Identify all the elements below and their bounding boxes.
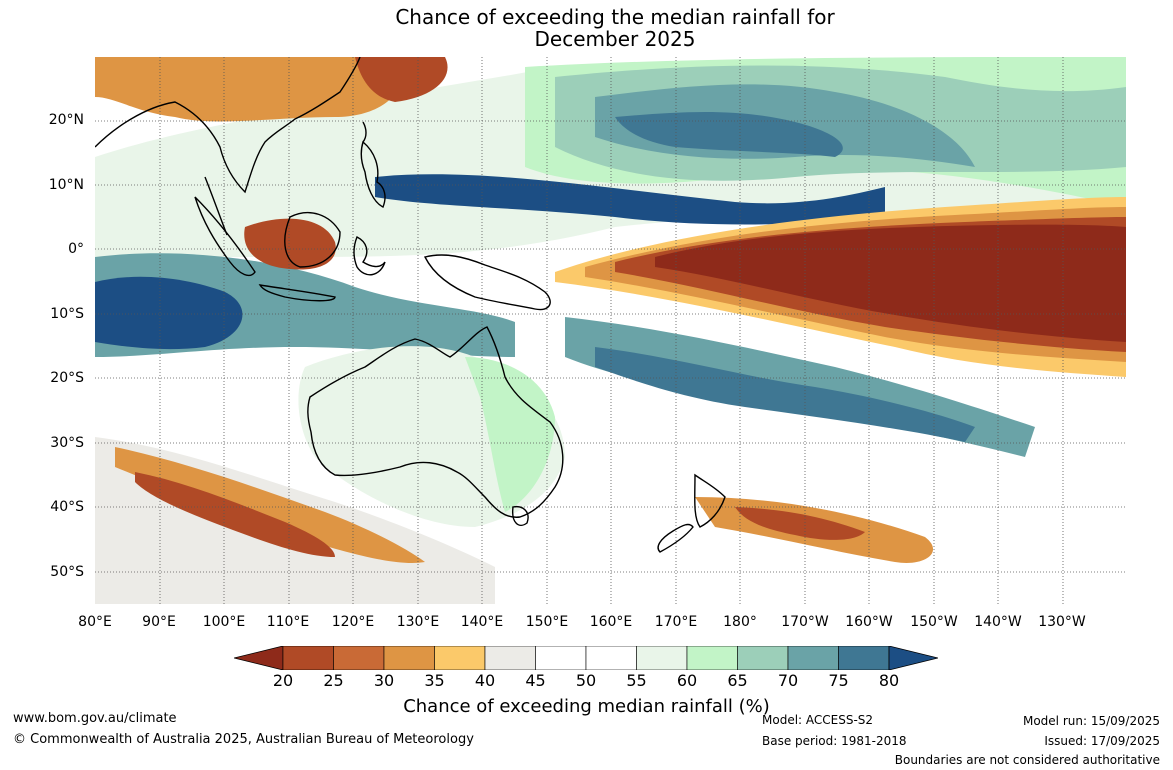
colorbar-segment-55-60 [636,646,688,670]
lon-label-160w: 160°W [845,614,893,630]
colorbar-segment-20-25 [282,646,334,670]
map-title-line-1: Chance of exceeding the median rainfall … [395,5,835,29]
colorbar-segment-50-55 [585,646,637,670]
colorbar-segment-25-30 [333,646,385,670]
colorbar-title: Chance of exceeding median rainfall (%) [403,696,770,717]
colorbar-segment-45-50 [535,646,587,670]
rainfall-probability-map [95,57,1126,604]
lat-label-20n: 20°N [48,112,84,128]
field-75pct-spcz [595,347,975,442]
lat-label-40s: 40°S [50,499,84,515]
lon-label-80e: 80°E [78,614,112,630]
sumatra-coast [194,196,256,277]
colorbar-segment-30-35 [383,646,435,670]
base-period: Base period: 1981-2018 [762,734,907,748]
field-35pct-south [115,447,425,563]
lon-label-130e: 130°E [396,614,440,630]
boundaries-disclaimer: Boundaries are not considered authoritat… [894,753,1160,767]
colorbar-tick-65: 65 [727,671,748,690]
lon-label-100e: 100°E [202,614,246,630]
tasmania-coast [512,505,529,526]
colorbar-tick-25: 25 [323,671,344,690]
colorbar-tick-40: 40 [474,671,496,690]
colorbar-segment-35-40 [434,646,486,670]
lon-label-180: 180° [723,614,757,630]
new-zealand-north-coast [694,473,726,528]
field-80pct-west [95,276,243,350]
lon-label-140w: 140°W [974,614,1022,630]
colorbar-segment-40-45 [484,646,536,670]
lat-label-10n: 10°N [48,177,84,193]
model-name: Model: ACCESS-S2 [762,713,874,727]
lon-label-170w: 170°W [781,614,829,630]
field-30pct-tasman [735,507,865,540]
australia-coast [307,326,564,518]
colorbar-tick-30: 30 [373,671,395,690]
colorbar-segment-below-20 [234,646,284,670]
colorbar [234,646,938,670]
java-coast [258,284,336,302]
lat-label-0: 0° [68,241,84,257]
issued-date: Issued: 17/09/2025 [1044,734,1160,748]
field-25pct-nw [355,57,448,102]
colorbar-segment-60-65 [686,646,738,670]
lon-label-170e: 170°E [654,614,698,630]
map-canvas [95,57,1126,604]
philippines-coast [360,140,386,208]
colorbar-tick-70: 70 [777,671,799,690]
copyright-text: © Commonwealth of Australia 2025, Austra… [13,732,474,747]
lat-label-30s: 30°S [50,435,84,451]
colorbar-tick-55: 55 [626,671,647,690]
lon-label-90e: 90°E [142,614,176,630]
colorbar-segment-70-75 [787,646,839,670]
lon-label-150e: 150°E [525,614,569,630]
lon-label-110e: 110°E [266,614,310,630]
colorbar-tick-60: 60 [676,671,698,690]
graticule [95,57,1126,604]
lat-label-50s: 50°S [50,564,84,580]
sulawesi-coast [353,236,386,276]
field-30pct-borneo [244,218,336,270]
field-65pct-aus [465,357,555,512]
field-30pct-nw [95,57,402,122]
new-guinea-coast [423,254,551,311]
colorbar-segment-75-80 [838,646,890,670]
bom-climate-link[interactable]: www.bom.gov.au/climate [13,711,177,726]
lon-label-160e: 160°E [589,614,633,630]
new-zealand-south-coast [657,523,694,553]
lat-label-20s: 20°S [50,370,84,386]
colorbar-segment-above-80 [888,646,938,670]
colorbar-tick-50: 50 [575,671,597,690]
colorbar-tick-80: 80 [878,671,900,690]
lon-label-140e: 140°E [460,614,504,630]
colorbar-tick-35: 35 [424,671,445,690]
lat-label-10s: 10°S [50,306,84,322]
colorbar-tick-45: 45 [525,671,546,690]
asia-mainland-coast [95,57,361,194]
field-80pct-north [615,112,843,157]
field-30pct-south [135,472,335,557]
lon-label-130w: 130°W [1038,614,1086,630]
model-run-date: Model run: 15/09/2025 [1022,714,1160,728]
taiwan-coast [362,121,367,143]
field-80pct-band [375,174,885,225]
borneo-coast [284,212,341,268]
colorbar-tick-20: 20 [272,671,294,690]
coastlines [95,57,726,553]
malay-peninsula-coast [204,176,228,236]
colorbar-tick-75: 75 [828,671,849,690]
lon-label-150w: 150°W [910,614,958,630]
map-title-line-2: December 2025 [534,27,696,51]
colorbar-segment-65-70 [737,646,789,670]
lon-label-120e: 120°E [331,614,375,630]
field-20pct-eq [655,224,1126,342]
